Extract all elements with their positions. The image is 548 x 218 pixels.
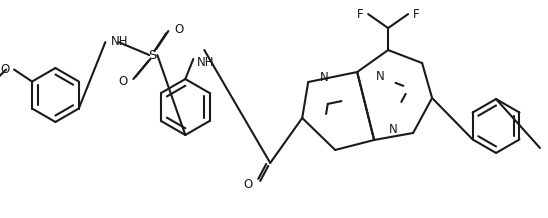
Text: N: N [389, 123, 397, 136]
Text: F: F [357, 8, 363, 20]
Text: NH: NH [197, 56, 215, 69]
Text: N: N [320, 71, 329, 83]
Text: O: O [118, 75, 127, 87]
Text: NH: NH [110, 35, 128, 48]
Text: S: S [148, 49, 157, 61]
Text: O: O [174, 23, 184, 36]
Text: O: O [243, 179, 252, 191]
Text: O: O [1, 63, 10, 76]
Text: N: N [376, 70, 385, 83]
Text: F: F [413, 8, 420, 20]
